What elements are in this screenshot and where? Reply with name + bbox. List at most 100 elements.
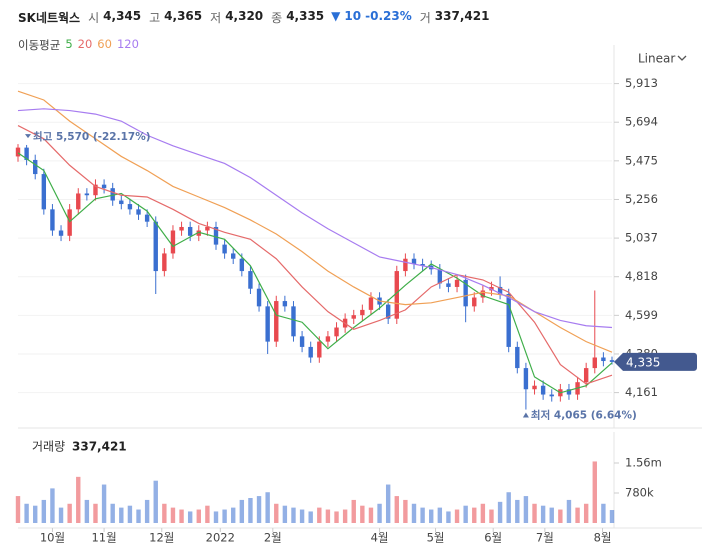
volume-bar	[566, 499, 572, 523]
volume-bar	[93, 503, 98, 523]
stock-name: SK네트웍스	[18, 11, 81, 25]
legend-entry: 5	[65, 37, 73, 51]
header: SK네트웍스 시 4,345 고 4,365 저 4,320 종 4,335 ▼ 10 -0.…	[18, 9, 489, 26]
candle-body	[67, 209, 72, 236]
volume-bar	[325, 509, 331, 523]
volume-bar	[609, 510, 615, 523]
volume-bar	[583, 503, 589, 523]
candle-body	[411, 258, 417, 265]
change-arrow: ▼	[331, 9, 341, 23]
candle-body	[222, 244, 227, 254]
volume-bar	[119, 507, 124, 523]
candle-body	[119, 200, 124, 205]
fields: 시 4,345 고 4,365 저 4,320 종 4,335	[84, 9, 324, 26]
candle-body	[33, 159, 38, 175]
candle-body	[549, 394, 554, 397]
volume-current: 337,421	[72, 440, 127, 454]
volume-bar	[299, 509, 305, 523]
volume-bar	[162, 503, 167, 523]
volume-bar	[15, 496, 21, 523]
volume-bar	[403, 499, 408, 523]
candle-body	[136, 209, 141, 215]
volume-bar	[144, 499, 150, 523]
candle-body	[351, 315, 356, 319]
y-tick-label: 5,475	[625, 153, 658, 167]
candle-body	[454, 279, 460, 287]
field-value: 4,320	[225, 9, 264, 23]
volume-bar	[429, 509, 434, 523]
volume-bar	[248, 498, 253, 523]
candle-body	[394, 271, 399, 319]
candle-body	[110, 188, 115, 201]
scale-label: Linear	[638, 52, 675, 66]
volume-bar	[213, 511, 219, 523]
volume-bar	[377, 503, 382, 523]
legend-entry: 60	[97, 37, 112, 51]
volume-bar	[67, 503, 72, 523]
volume-bar	[437, 507, 443, 523]
field-label: 종	[271, 11, 283, 25]
low-note: 최저 4,065 (6.64%)	[531, 409, 637, 422]
candle-body	[24, 147, 29, 160]
volume-bar	[127, 505, 133, 523]
candle-body	[601, 357, 606, 362]
volume-bar	[523, 496, 529, 523]
candle-body	[239, 258, 245, 272]
candle-body	[385, 304, 391, 319]
candle-body	[256, 288, 262, 307]
volume-bar	[274, 503, 279, 523]
candle-body	[515, 346, 520, 369]
field-value: 4,345	[103, 9, 142, 23]
candle-body	[196, 230, 201, 236]
volume-bar	[222, 509, 227, 523]
volume-bar	[187, 511, 193, 523]
candle-body	[170, 230, 176, 254]
volume-bar	[575, 507, 580, 523]
volume-bar	[205, 505, 210, 523]
field-value: 4,365	[164, 9, 203, 23]
volume-bar	[50, 488, 55, 523]
candle-body	[101, 184, 107, 189]
last-price-tag	[614, 352, 697, 371]
x-tick-label: 2022	[206, 531, 235, 545]
candle-body	[437, 269, 443, 284]
high-arrow	[25, 134, 31, 139]
volume-bar	[360, 505, 365, 523]
volume-bar	[153, 480, 158, 523]
candle-body	[446, 283, 451, 287]
volume-bar	[291, 507, 296, 523]
volume-bar	[308, 511, 313, 523]
field-label: 시	[88, 11, 100, 25]
volume-bar	[549, 507, 554, 523]
field-value: 4,335	[286, 9, 325, 23]
volume-bar	[411, 503, 417, 523]
volume-bar	[497, 501, 503, 523]
y-tick-label: 5,037	[625, 231, 658, 245]
volume-field-label: 거	[419, 11, 431, 25]
scale-chevron	[677, 55, 687, 61]
volume-bar	[463, 505, 468, 523]
candle-body	[403, 258, 408, 272]
volume-bar	[239, 499, 245, 523]
candle-body	[480, 290, 486, 298]
volume-bar	[446, 511, 451, 523]
candle-body	[291, 306, 296, 337]
volume-bar	[601, 503, 606, 523]
y-tick-label: 5,694	[625, 115, 658, 129]
candle-body	[583, 368, 589, 383]
volume-bar	[515, 499, 520, 523]
candle-body	[127, 204, 133, 210]
last-price-label: 4,335	[626, 355, 660, 369]
volume-bar	[480, 503, 486, 523]
candle-body	[334, 327, 339, 337]
volume-bar	[282, 505, 288, 523]
volume-bar	[454, 509, 460, 523]
candle-body	[472, 297, 477, 307]
volume-bar	[101, 484, 107, 523]
candle-body	[205, 226, 210, 231]
volume-bar	[334, 511, 339, 523]
change-amount: 10	[344, 9, 362, 23]
candle-body	[532, 385, 537, 390]
x-tick-label: 10월	[40, 531, 65, 545]
